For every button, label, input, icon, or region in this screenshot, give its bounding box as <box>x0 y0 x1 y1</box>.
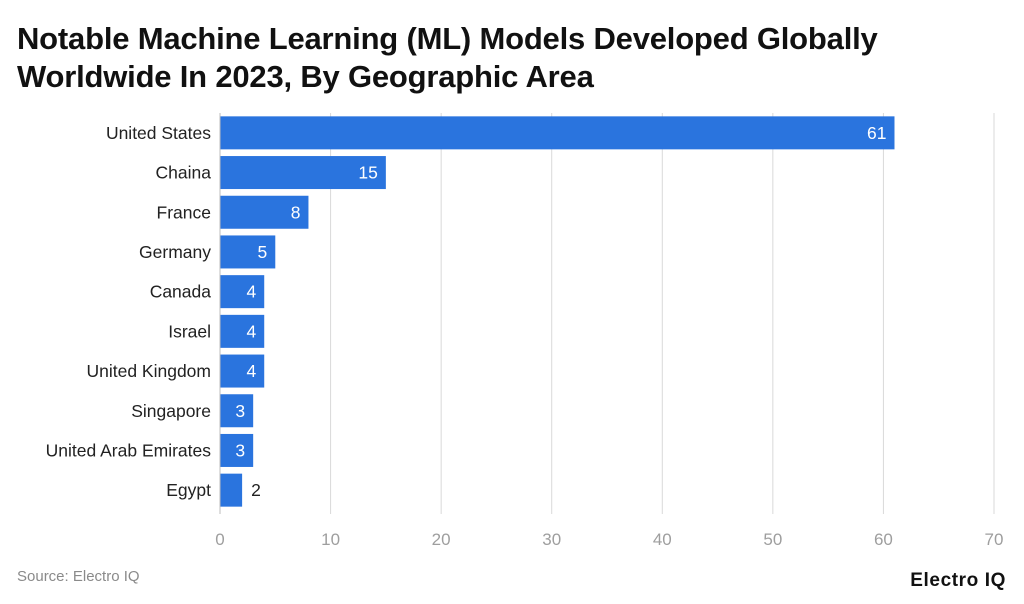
source-note: Source: Electro IQ <box>17 568 140 585</box>
brand-logo: Electro IQ <box>910 570 1006 591</box>
data-label: 3 <box>235 440 245 460</box>
data-label: 2 <box>251 480 261 500</box>
category-label: Canada <box>150 282 212 302</box>
chart-title-line-2: Worldwide In 2023, By Geographic Area <box>17 59 594 94</box>
data-label: 4 <box>246 361 256 381</box>
data-label: 5 <box>258 242 268 262</box>
bar <box>220 394 254 428</box>
bar <box>220 116 895 150</box>
data-label: 15 <box>358 163 377 183</box>
bar <box>220 354 265 388</box>
chart-title-line-1: Notable Machine Learning (ML) Models Dev… <box>17 21 878 56</box>
category-label: United States <box>106 123 211 143</box>
category-label: Singapore <box>131 401 211 421</box>
data-label: 4 <box>246 282 256 302</box>
category-label: Israel <box>168 321 211 341</box>
x-tick-label: 60 <box>874 530 893 549</box>
bar <box>220 275 265 309</box>
x-tick-label: 30 <box>542 530 561 549</box>
bar <box>220 235 276 269</box>
x-tick-label: 50 <box>763 530 782 549</box>
category-label: France <box>157 202 211 222</box>
category-label: United Arab Emirates <box>46 440 212 460</box>
category-label: United Kingdom <box>86 361 211 381</box>
category-label: Egypt <box>166 480 211 500</box>
category-label: Chaina <box>156 163 212 183</box>
data-label: 8 <box>291 202 301 222</box>
x-tick-label: 20 <box>432 530 451 549</box>
bar <box>220 473 243 507</box>
bar <box>220 433 254 467</box>
data-label: 61 <box>867 123 886 143</box>
data-label: 4 <box>246 321 256 341</box>
x-tick-label: 10 <box>321 530 340 549</box>
chart-title: Notable Machine Learning (ML) Models Dev… <box>17 20 1007 96</box>
bar <box>220 156 386 190</box>
x-tick-label: 0 <box>215 530 224 549</box>
bar <box>220 314 265 348</box>
bar <box>220 195 309 229</box>
category-label: Germany <box>139 242 211 262</box>
x-tick-label: 70 <box>985 530 1004 549</box>
data-label: 3 <box>235 401 245 421</box>
x-tick-label: 40 <box>653 530 672 549</box>
